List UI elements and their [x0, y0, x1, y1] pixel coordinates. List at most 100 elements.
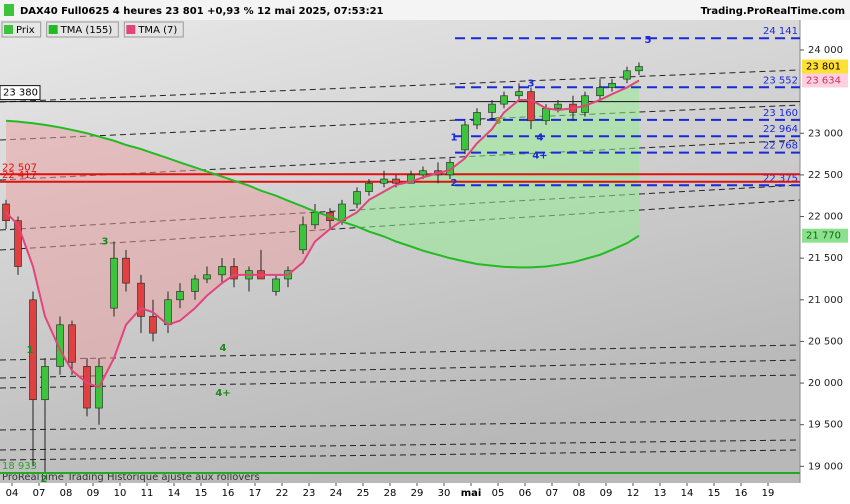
candle-body [299, 224, 307, 251]
wave-label: 3 [528, 78, 535, 89]
wave-label: 1 [451, 132, 458, 143]
candle-body [461, 124, 469, 151]
ma-fill [423, 173, 438, 255]
ma-fill [87, 133, 99, 388]
ma-fill [342, 212, 357, 227]
watermark: Trading.ProRealTime.com [701, 6, 845, 17]
candle-body [353, 191, 361, 205]
x-tick-label: 16 [222, 488, 235, 499]
ma-fill [477, 129, 492, 266]
red-level-label: 22 417 [2, 170, 37, 181]
candle-body [311, 212, 319, 226]
price-box [802, 73, 848, 88]
legend-item: TMA (155) [60, 25, 113, 36]
wave-label: 5 [495, 116, 502, 127]
chart-title: DAX40 Full0625 4 heures 23 801 +0,93 % 1… [20, 6, 384, 17]
candle-body [203, 274, 211, 280]
y-tick-label: 20 000 [808, 378, 843, 389]
candle-body [164, 299, 172, 326]
ma-fill [6, 120, 18, 225]
candle-body [365, 182, 373, 192]
candle-body [419, 170, 427, 176]
x-tick-label: 09 [600, 488, 613, 499]
x-tick-label: 25 [357, 488, 370, 499]
candle-body [473, 112, 481, 126]
legend-swatch [48, 25, 58, 34]
ma-line [5, 79, 640, 389]
candle-body [137, 282, 145, 317]
candle-body [83, 366, 91, 409]
ma-fill [369, 191, 384, 237]
y-tick-label: 24 000 [808, 45, 843, 56]
x-tick-label: 07 [33, 488, 46, 499]
ma-fill [531, 99, 546, 268]
header [0, 0, 850, 20]
x-tick-label: 22 [276, 488, 289, 499]
x-tick-label: 06 [519, 488, 532, 499]
level-label: 24 141 [763, 26, 798, 37]
ma-fill [153, 153, 168, 325]
x-tick-label: 19 [762, 488, 775, 499]
ma-fill [612, 87, 627, 250]
level-label: 22 768 [763, 141, 798, 152]
candle-body [149, 316, 157, 334]
x-tick-label: 24 [330, 488, 343, 499]
candle-body [68, 324, 76, 363]
y-tick-label: 23 000 [808, 128, 843, 139]
candle-body [272, 278, 280, 292]
x-tick-label: 04 [6, 488, 19, 499]
icon [4, 4, 14, 16]
x-tick-label: 15 [195, 488, 208, 499]
ma-fill [60, 127, 72, 371]
ma-fill [546, 108, 558, 267]
x-tick-label: 08 [60, 488, 73, 499]
level-label: 23 552 [763, 75, 798, 86]
price-box [802, 59, 848, 74]
ma-fill [261, 190, 276, 275]
level-label: 22 375 [763, 173, 798, 184]
ma-fill [141, 149, 153, 313]
legend-box [1, 21, 42, 38]
y-tick-label: 22 000 [808, 212, 843, 223]
x-tick-label: 14 [168, 488, 181, 499]
wave-label: 2 [41, 474, 48, 485]
x-tick-label: 29 [411, 488, 424, 499]
ma-fill [33, 123, 45, 317]
candle-body [542, 107, 550, 122]
y-tick-label: 19 500 [808, 420, 843, 431]
ma-fill [357, 199, 369, 232]
legend-box [123, 21, 184, 38]
x-tick-label: 16 [735, 488, 748, 499]
candle-body [122, 257, 130, 284]
candle-body [635, 66, 643, 72]
ma-fill [234, 180, 249, 275]
x-tick-label: 11 [141, 488, 154, 499]
ma-fill [276, 195, 288, 275]
level-label: 22 964 [763, 124, 798, 135]
candle-body [500, 95, 508, 105]
ma-fill [288, 200, 303, 275]
y-tick-label: 21 500 [808, 253, 843, 264]
ma-fill [585, 99, 600, 259]
candle-body [608, 82, 616, 88]
x-tick-label: 23 [303, 488, 316, 499]
wave-label: 3 [102, 237, 109, 248]
ma-fill [45, 124, 60, 350]
ma-fill [627, 80, 639, 244]
ma-line [5, 119, 640, 269]
x-tick-label: 28 [384, 488, 397, 499]
price-label: 23 634 [806, 75, 841, 86]
red-level-label: 22 507 [2, 162, 37, 173]
wave-label: 4 [537, 132, 544, 143]
candle-body [527, 91, 535, 122]
candle-body [515, 91, 523, 97]
candle-body [488, 103, 496, 113]
wave-label: 1 [27, 345, 34, 356]
ma-fill [72, 129, 87, 384]
price-box [802, 228, 848, 243]
legend-item: TMA (7) [137, 25, 177, 36]
ma-fill [99, 136, 114, 388]
candle-body [56, 324, 64, 367]
price-label: 23 801 [806, 62, 841, 73]
